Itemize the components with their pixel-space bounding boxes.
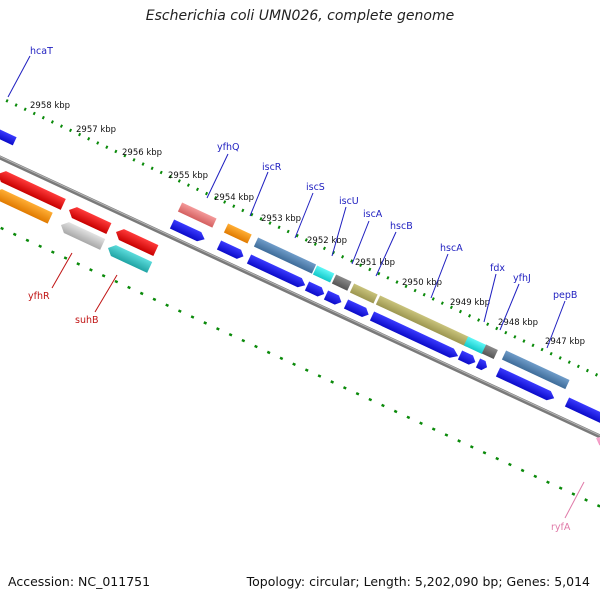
reverse-cds-arrow[interactable] [66, 205, 112, 235]
map-title: Escherichia coli UMN026, complete genome [145, 8, 455, 24]
accession-text: Accession: NC_011751 [8, 574, 151, 589]
gene-block-suhB[interactable] [0, 187, 53, 224]
cds-arrow[interactable] [457, 350, 478, 366]
cds-arrow[interactable] [246, 254, 307, 289]
leader-fdx [483, 273, 497, 323]
leader-iscU [331, 206, 347, 257]
cds-arrow[interactable] [216, 240, 246, 260]
ruler-label: 2956 kbp [122, 148, 162, 158]
gene-label-iscS[interactable]: iscS [306, 182, 325, 193]
cds-arrow[interactable] [304, 281, 326, 298]
gene-block-iscS[interactable] [253, 237, 317, 274]
gene-label-ryfA[interactable]: ryfA [551, 522, 571, 533]
leader-hscA [430, 253, 449, 299]
ruler-label: 2949 kbp [450, 298, 490, 308]
ruler-label: 2952 kbp [307, 236, 347, 246]
gene-block-hscB[interactable] [349, 283, 378, 304]
leader-hcaT [7, 55, 31, 98]
gene-label-hcaT[interactable]: hcaT [30, 46, 53, 57]
gene-label-iscA[interactable]: iscA [363, 209, 383, 220]
gene-label-hscB[interactable]: hscB [390, 221, 413, 232]
gene-block-fdx[interactable] [463, 336, 487, 354]
gene-block-iscR[interactable] [223, 223, 252, 244]
gene-label-suhB[interactable]: suhB [75, 315, 99, 326]
gene-label-hscA[interactable]: hscA [440, 243, 463, 254]
reverse-feature-track [0, 169, 600, 451]
leader-iscS [294, 192, 314, 239]
gene-block-iscU[interactable] [312, 265, 335, 283]
genome-summary-text: Topology: circular; Length: 5,202,090 bp… [246, 574, 590, 589]
leader-yfhJ [499, 283, 520, 331]
cds-arrow[interactable] [475, 358, 489, 371]
cds-arrow[interactable] [564, 397, 600, 424]
gene-label-yfhQ[interactable]: yfhQ [217, 142, 239, 153]
reverse-cds-arrow[interactable] [105, 243, 153, 273]
cds-arrow[interactable] [369, 311, 460, 360]
forward-cds-track [169, 219, 600, 424]
ruler-label: 2947 kbp [545, 337, 585, 347]
ruler-label: 2957 kbp [76, 125, 116, 135]
gene-label-fdx[interactable]: fdx [490, 263, 505, 274]
leader-yfhQ [206, 153, 229, 199]
gene-label-yfhR[interactable]: yfhR [28, 291, 50, 302]
leader-iscA [351, 220, 370, 265]
cds-arrow[interactable] [323, 290, 344, 306]
gene-label-yfhJ[interactable]: yfhJ [513, 273, 531, 284]
cds-arrow[interactable] [169, 219, 207, 243]
gene-label-pepB[interactable]: pepB [553, 290, 577, 301]
ruler-label: 2958 kbp [30, 101, 70, 111]
leader-yfhR [51, 252, 73, 289]
genome-backbone-highlight [0, 156, 600, 436]
ruler-label: 2948 kbp [498, 318, 538, 328]
leader-pepB [546, 300, 566, 349]
outer-feature-track [0, 126, 570, 390]
reverse-cds-arrow[interactable] [58, 220, 106, 250]
leader-ryfA [564, 481, 585, 519]
ruler-labels: 2958 kbp 2957 kbp 2956 kbp 2955 kbp 2954… [30, 101, 585, 347]
ruler-label: 2950 kbp [402, 278, 442, 288]
cds-arrow[interactable] [343, 299, 371, 319]
gene-label-iscR[interactable]: iscR [262, 162, 282, 173]
gene-block-yfhQ[interactable] [177, 202, 217, 228]
ruler-label: 2954 kbp [214, 193, 254, 203]
cds-arrow[interactable] [495, 367, 556, 402]
ruler-label: 2951 kbp [355, 258, 395, 268]
leader-suhB [94, 274, 118, 313]
leader-hscB [375, 231, 397, 277]
gene-block-yfhR[interactable] [0, 169, 66, 210]
leader-iscR [249, 171, 269, 217]
reverse-cds-arrow[interactable] [113, 227, 159, 257]
label-leader-lines [7, 55, 585, 519]
gene-labels: hcaT yfhQ iscR iscS iscU iscA hscB hscA … [28, 46, 577, 533]
inner-ruler-ticks [0, 226, 600, 508]
gene-block-pepB[interactable] [501, 350, 570, 390]
gene-block-hcaT[interactable] [0, 126, 17, 146]
gene-block-hscA[interactable] [375, 295, 471, 347]
gene-label-iscU[interactable]: iscU [339, 196, 359, 207]
genome-backbone [0, 155, 600, 439]
gene-block-iscA[interactable] [331, 274, 352, 291]
ruler-label: 2955 kbp [168, 171, 208, 181]
ruler-label: 2953 kbp [261, 214, 301, 224]
gene-block-yfhJ[interactable] [481, 344, 498, 360]
